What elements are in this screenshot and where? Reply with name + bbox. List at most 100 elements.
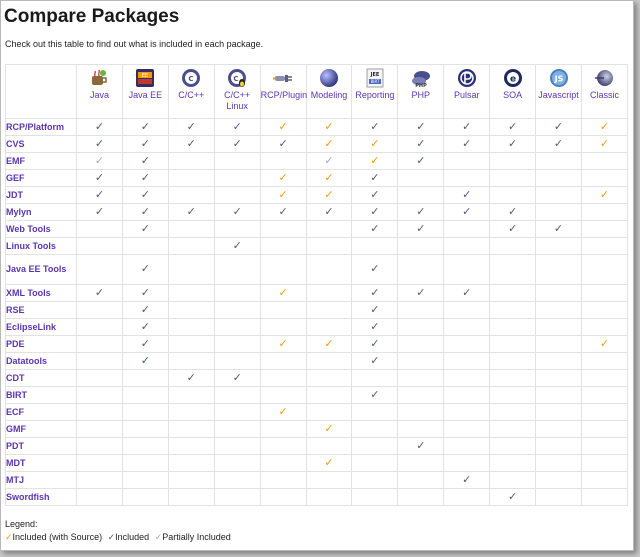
table-cell [259,301,307,319]
table-cell [167,152,215,170]
package-label[interactable]: Java [89,90,109,100]
table-cell [259,237,307,255]
package-label[interactable]: SOA [503,90,523,100]
feature-name-link[interactable]: PDT [5,437,77,455]
feature-name-link[interactable]: RCP/Platform [5,118,77,136]
table-cell [580,437,629,455]
table-cell [489,437,537,455]
feature-name-link[interactable]: RSE [5,301,77,319]
package-label[interactable]: C/C++ [178,90,205,100]
table-cell: ✓ [351,301,399,319]
table-cell [76,386,123,404]
table-cell: ✓ [351,135,399,153]
table-cell: ✓ [259,169,307,187]
package-header-java-ee[interactable]: EE Java EE [121,64,169,119]
feature-name-link[interactable]: Web Tools [5,220,77,238]
table-cell [213,454,261,472]
table-row: Swordfish ✓ [5,488,629,506]
table-cell: ✓ [121,220,169,238]
legend-partial-label: Partially Included [162,532,231,542]
feature-name-link[interactable]: GMF [5,420,77,438]
package-label[interactable]: RCP/Plugin [260,90,308,100]
feature-name-link[interactable]: Datatools [5,352,77,370]
included-check-icon: ✓ [94,137,105,150]
package-label[interactable]: Java EE [128,90,163,100]
included-source-check-icon: ✓ [324,188,334,201]
table-cell [259,471,307,489]
package-header-classic[interactable]: Classic [580,64,629,119]
package-label[interactable]: Pulsar [453,90,480,100]
feature-name-link[interactable]: PDE [5,335,77,353]
package-header-c-c-[interactable]: C C/C++ [167,64,215,119]
package-label[interactable]: Classic [589,90,619,100]
feature-name-link[interactable]: MDT [5,454,77,472]
included-source-check-icon: ✓ [324,171,334,184]
classic-eclipse-icon [593,67,615,89]
included-check-icon: ✓ [140,154,150,167]
table-cell [76,335,123,353]
feature-name-link[interactable]: ECF [5,403,77,421]
table-cell: ✓ [121,118,169,136]
feature-name-link[interactable]: Mylyn [5,203,77,221]
table-cell [76,471,123,489]
table-cell: ✓ [443,135,491,153]
included-check-icon: ✓ [462,205,472,218]
package-header-rcp-plugin[interactable]: RCP/Plugin [259,64,308,119]
table-cell [580,352,629,370]
included-check-icon: ✓ [416,439,426,452]
feature-name-link[interactable]: BIRT [5,386,77,404]
included-check-icon: ✓ [416,137,426,150]
package-label[interactable]: C/C++ Linux [224,90,251,111]
feature-name-link[interactable]: XML Tools [5,284,77,302]
table-cell [213,301,261,319]
package-header-reporting[interactable]: JEE BIRT Reporting [351,64,399,119]
feature-name-link[interactable]: MTJ [5,471,77,489]
soa-icon: e [502,67,524,89]
table-cell [167,386,215,404]
table-cell [213,186,261,204]
table-cell: ✓ [397,203,445,221]
package-header-soa[interactable]: e SOA [489,64,537,119]
feature-name-link[interactable]: Linux Tools [5,237,77,255]
feature-name-link[interactable]: CVS [5,135,77,153]
package-header-c-c-linux[interactable]: C C/C++ Linux [213,64,261,119]
cdt-linux-icon: C [226,67,248,89]
feature-name-link[interactable]: Java EE Tools [5,254,77,285]
package-label[interactable]: Javascript [538,90,579,100]
package-label[interactable]: Reporting [355,90,395,100]
table-cell [397,335,445,353]
table-cell [397,471,445,489]
table-cell: ✓ [351,284,399,302]
table-cell: ✓ [351,186,399,204]
package-header-java[interactable]: Java [76,64,123,119]
table-cell [305,437,353,455]
table-cell [351,369,399,387]
table-cell [259,437,307,455]
feature-name-link[interactable]: EclipseLink [5,318,77,336]
feature-name-link[interactable]: GEF [5,169,77,187]
package-header-modeling[interactable]: Modeling [305,64,353,119]
feature-name-link[interactable]: EMF [5,152,77,170]
included-check-icon: ✓ [508,137,518,150]
feature-name-link[interactable]: JDT [5,186,77,204]
table-cell [167,220,215,238]
svg-text:JS: JS [553,75,563,84]
feature-name-link[interactable]: CDT [5,369,77,387]
package-label[interactable]: Modeling [310,90,348,100]
package-header-pulsar[interactable]: Pulsar [443,64,491,119]
table-cell [167,437,215,455]
table-body: RCP/Platform ✓ ✓ ✓ ✓ ✓ ✓ ✓ ✓ ✓ ✓ ✓ ✓ CVS ✓ ✓ ✓ ✓ ✓ ✓ ✓ ✓ ✓ ✓ ✓ ✓ E… [5,118,629,506]
table-cell [121,471,169,489]
package-label[interactable]: PHP [411,90,431,100]
table-cell [76,352,123,370]
included-check-icon: ✓ [140,337,150,350]
included-check-icon: ✓ [508,490,518,503]
included-check-icon: ✓ [232,205,242,218]
included-source-check-icon: ✓ [599,188,610,201]
cdt-icon: C [180,67,202,89]
feature-name-link[interactable]: Swordfish [5,488,77,506]
package-header-php[interactable]: PHP PHP [397,64,445,119]
package-header-javascript[interactable]: JS Javascript [535,64,582,119]
table-cell [397,386,445,404]
table-cell: ✓ [76,186,123,204]
